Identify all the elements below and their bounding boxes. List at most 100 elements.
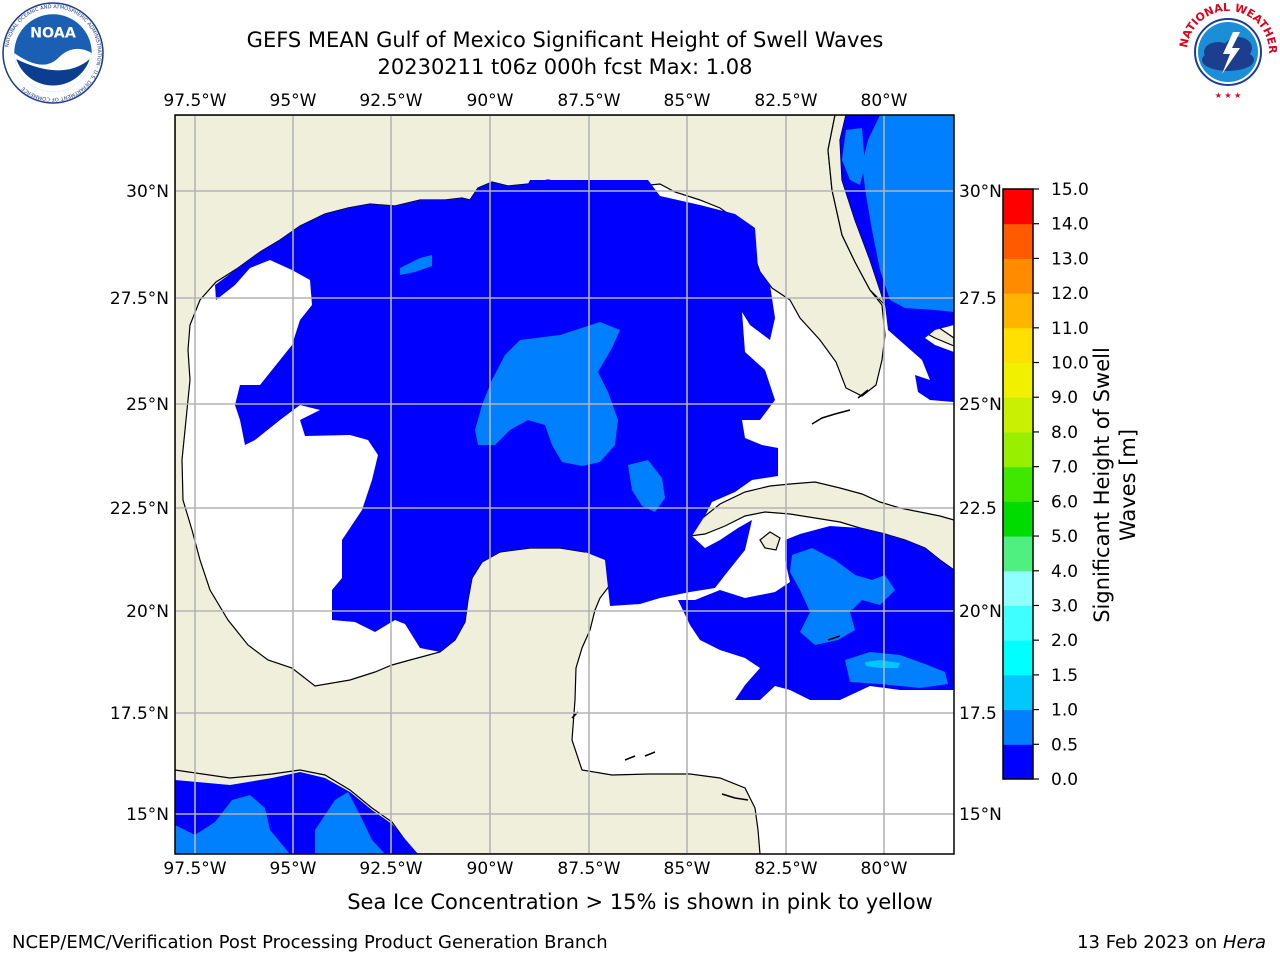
colorbar-tick-label: 8.0: [1051, 423, 1078, 443]
colorbar-tick-label: 1.5: [1051, 666, 1078, 686]
lat-label-right: 17.5: [959, 704, 997, 724]
land-cuba: [688, 481, 954, 571]
lon-label-bottom: 82.5°W: [754, 859, 817, 879]
lat-label-left: 27.5°N: [110, 289, 169, 309]
noaa-logo-text: NOAA: [30, 26, 76, 42]
footer-host: Hera: [1222, 932, 1266, 953]
colorbar-segment: [1003, 397, 1033, 433]
chart-title: GEFS MEAN Gulf of Mexico Significant Hei…: [246, 28, 884, 52]
colorbar-segment: [1003, 293, 1033, 329]
lon-label-top: 80°W: [861, 91, 908, 111]
colorbar-tick-label: 9.0: [1051, 388, 1078, 408]
nws-logo-icon: NATIONAL WEATHER SERVICE ★ ★ ★: [1178, 2, 1278, 100]
colorbar-label-line2: Waves [m]: [1116, 428, 1140, 542]
colorbar-tick-label: 7.0: [1051, 458, 1078, 478]
map-area: [175, 115, 954, 854]
colorbar-tick-label: 10.0: [1051, 354, 1089, 374]
lon-label-bottom: 85°W: [664, 859, 711, 879]
colorbar-tick-label: 0.5: [1051, 735, 1078, 755]
lon-labels-bottom: 97.5°W 95°W 92.5°W 90°W 87.5°W 85°W 82.5…: [163, 859, 907, 879]
colorbar-segment: [1003, 466, 1033, 502]
lat-labels-left: 30°N 27.5°N 25°N 22.5°N 20°N 17.5°N 15°N: [110, 182, 169, 825]
coast-details: [571, 389, 869, 801]
lat-label-left: 25°N: [126, 395, 169, 415]
lon-label-top: 87.5°W: [557, 91, 620, 111]
swell-band-gulf-mid: [475, 322, 620, 466]
colorbar-segment: [1003, 501, 1033, 537]
lat-label-left: 20°N: [126, 602, 169, 622]
footer-date-text: 13 Feb 2023 on: [1077, 932, 1223, 953]
sea-ice-note: Sea Ice Concentration > 15% is shown in …: [347, 890, 933, 914]
colorbar-segment: [1003, 674, 1033, 711]
lat-label-left: 30°N: [126, 182, 169, 202]
lat-label-right: 20°N: [959, 602, 1002, 622]
colorbar-ticks: 0.0 0.5 1.0 1.5 2.0 3.0 4.0 5.0 6.0 7.0 8.0 9.0 10.0…: [1033, 180, 1089, 790]
swell-band-pacific-mid: [175, 795, 290, 854]
lon-label-bottom: 80°W: [861, 859, 908, 879]
swell-band-gulf-mid-2: [628, 460, 665, 512]
colorbar-tick-label: 1.0: [1051, 701, 1078, 721]
lon-label-top: 97.5°W: [163, 91, 226, 111]
chart-subtitle: 20230211 t06z 000h fcst Max: 1.08: [377, 55, 753, 79]
colorbar-tick-label: 15.0: [1051, 180, 1089, 200]
colorbar-segment: [1003, 431, 1033, 468]
lat-label-right: 22.5: [959, 499, 997, 519]
lon-label-top: 92.5°W: [359, 91, 422, 111]
map-frame: [174, 114, 955, 855]
lon-labels-top: 97.5°W 95°W 92.5°W 90°W 87.5°W 85°W 82.5…: [163, 91, 907, 111]
colorbar-tick-label: 11.0: [1051, 319, 1089, 339]
colorbar-tick-label: 14.0: [1051, 215, 1089, 235]
lat-label-left: 17.5°N: [110, 704, 169, 724]
swell-band-pacific-mid-2: [315, 792, 385, 854]
lon-label-top: 95°W: [270, 91, 317, 111]
colorbar-frame: [1002, 188, 1034, 780]
lat-label-left: 15°N: [126, 805, 169, 825]
colorbar-segment: [1003, 744, 1033, 780]
colorbar-tick-label: 3.0: [1051, 596, 1078, 616]
lon-label-bottom: 90°W: [467, 859, 514, 879]
colorbar-tick-label: 0.0: [1051, 770, 1078, 790]
svg-text:★ ★ ★: ★ ★ ★: [1215, 91, 1242, 100]
lat-labels-right: 30°N 27.5 25°N 22.5 20°N 17.5 15°N: [959, 182, 1002, 825]
lat-label-left: 22.5°N: [110, 499, 169, 519]
colorbar-tick-label: 2.0: [1051, 631, 1078, 651]
lon-label-top: 85°W: [664, 91, 711, 111]
noaa-logo-icon: NOAA NATIONAL OCEANIC AND ATMOSPHERIC AD…: [2, 2, 104, 104]
swell-band-caribbean-high: [865, 660, 900, 668]
graticule: [175, 115, 954, 854]
lat-label-right: 30°N: [959, 182, 1002, 202]
swell-band-atlantic-mid: [862, 115, 954, 312]
lon-label-bottom: 97.5°W: [163, 859, 226, 879]
colorbar-tick-label: 6.0: [1051, 492, 1078, 512]
lon-label-bottom: 87.5°W: [557, 859, 620, 879]
colorbar-segment: [1003, 605, 1033, 641]
swell-band-caribbean-mid-2: [845, 652, 948, 688]
lon-label-bottom: 95°W: [270, 859, 317, 879]
lon-label-bottom: 92.5°W: [359, 859, 422, 879]
swell-band-caribbean-mid: [790, 548, 895, 645]
lon-label-top: 90°W: [467, 91, 514, 111]
lat-label-right: 25°N: [959, 395, 1002, 415]
colorbar-segment: [1003, 640, 1033, 676]
colorbar-tick-label: 12.0: [1051, 284, 1089, 304]
colorbar-segment: [1003, 536, 1033, 572]
footer-date: 13 Feb 2023 on Hera: [1077, 932, 1266, 953]
swell-band-gulf-mid-3: [400, 255, 432, 275]
colorbar-tick-label: 4.0: [1051, 562, 1078, 582]
lat-label-right: 27.5: [959, 289, 997, 309]
colorbar-label: Significant Height of Swell Waves [m]: [1089, 347, 1141, 623]
colorbar-segment: [1003, 223, 1033, 259]
colorbar-segment: [1003, 189, 1033, 225]
colorbar-tick-label: 13.0: [1051, 249, 1089, 269]
colorbar: [1003, 189, 1033, 780]
colorbar-label-line1: Significant Height of Swell: [1090, 347, 1114, 623]
colorbar-segment: [1003, 327, 1033, 364]
colorbar-segment: [1003, 709, 1033, 745]
colorbar-tick-label: 5.0: [1051, 527, 1078, 547]
lon-label-top: 82.5°W: [754, 91, 817, 111]
swell-band-atlantic-mid-2: [842, 128, 865, 185]
colorbar-segment: [1003, 258, 1033, 294]
land-isle-of-youth: [759, 531, 781, 551]
lat-label-right: 15°N: [959, 805, 1002, 825]
